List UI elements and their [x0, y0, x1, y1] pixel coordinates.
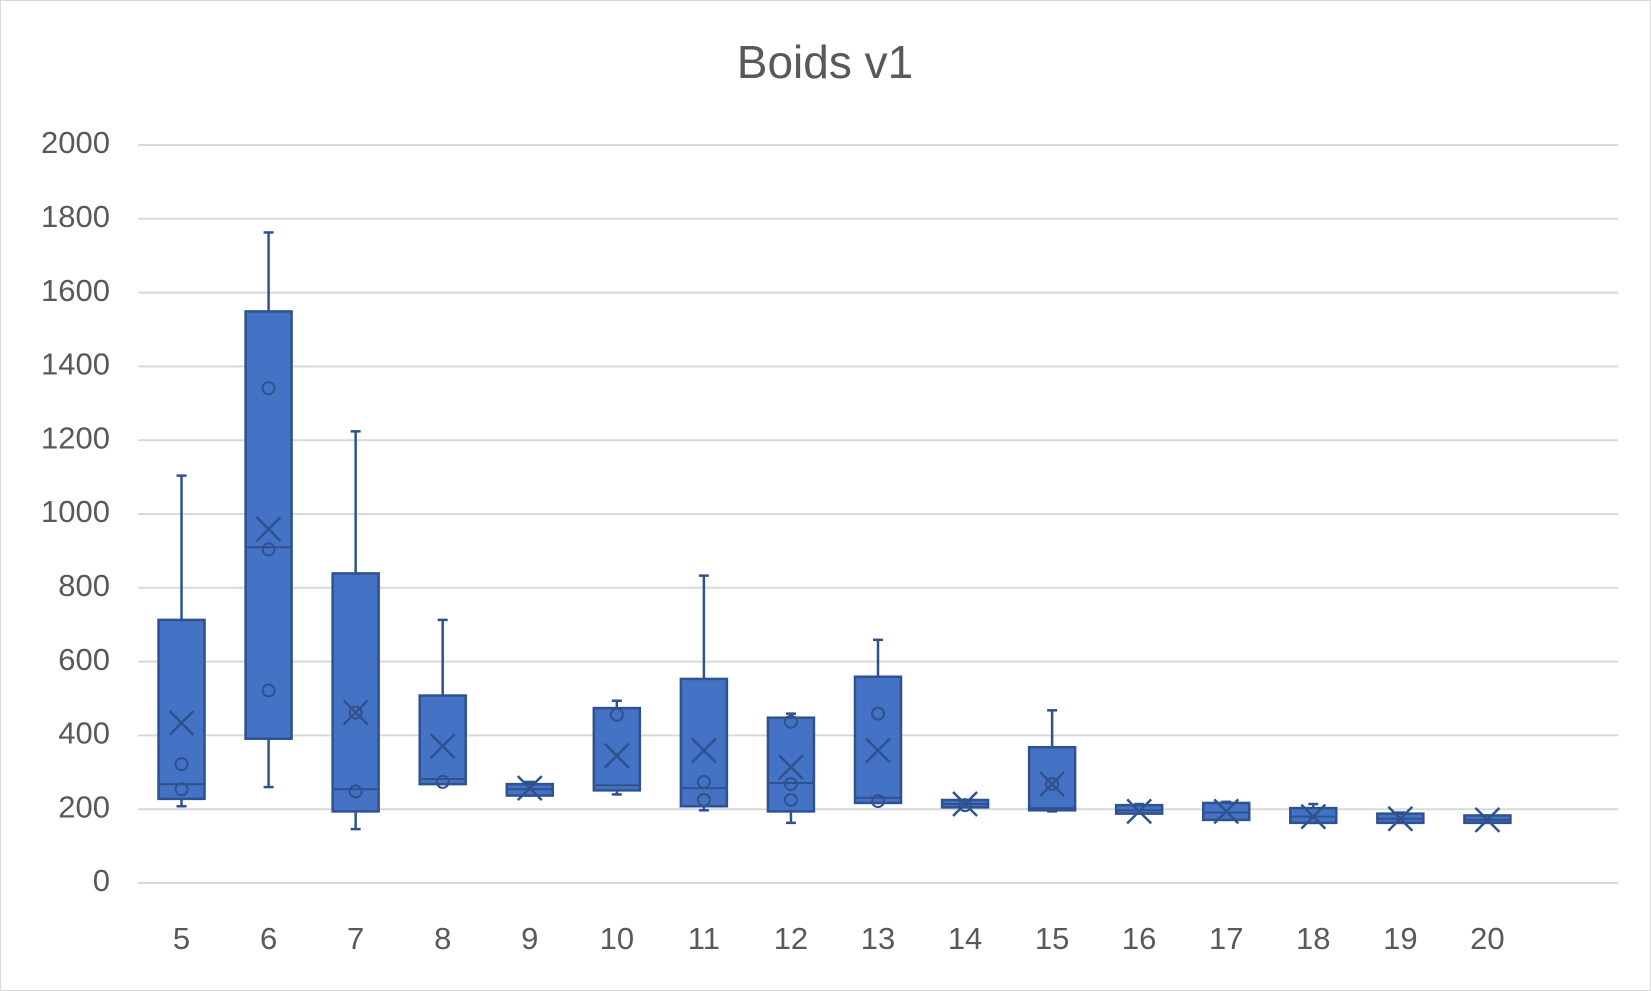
point [261, 542, 276, 557]
x-tick-label: 10 [600, 921, 634, 956]
y-tick-label: 1000 [41, 494, 110, 529]
mean-marker [865, 737, 891, 764]
point [348, 705, 363, 720]
mean-marker [429, 733, 456, 759]
point [783, 714, 798, 729]
box [331, 572, 380, 813]
y-tick-label: 2000 [41, 125, 110, 160]
x-tick-label: 19 [1383, 921, 1417, 956]
point [696, 792, 711, 807]
mean-marker [778, 754, 804, 781]
x-tick-label: 9 [521, 921, 538, 956]
y-tick-label: 1800 [41, 199, 110, 234]
point [174, 782, 189, 797]
box [1027, 745, 1077, 812]
point [871, 794, 885, 809]
point [261, 381, 276, 396]
mean-marker [168, 709, 195, 736]
box [853, 675, 903, 805]
y-tick-label: 200 [58, 789, 110, 824]
x-tick-label: 11 [688, 921, 720, 956]
box [679, 677, 729, 808]
point [261, 683, 276, 698]
x-tick-label: 16 [1122, 921, 1156, 956]
y-tick-label: 1600 [41, 273, 110, 308]
x-tick-label: 7 [347, 921, 364, 956]
mean-marker [952, 791, 978, 817]
x-tick-label: 17 [1209, 921, 1243, 956]
x-tick-label: 18 [1296, 921, 1330, 956]
box [244, 310, 293, 740]
mean-marker [1387, 805, 1414, 832]
mean-marker [690, 737, 717, 764]
y-tick-label: 0 [93, 863, 110, 898]
x-tick-label: 13 [861, 921, 895, 956]
point [958, 798, 973, 813]
mean-marker [1039, 771, 1066, 797]
x-tick-label: 12 [774, 921, 808, 956]
mean-marker [1126, 798, 1153, 825]
y-tick-label: 1200 [41, 420, 110, 455]
point [435, 774, 450, 789]
point [783, 792, 798, 807]
mean-marker [1213, 798, 1240, 825]
mean-marker [255, 516, 282, 543]
y-tick-label: 1400 [41, 347, 110, 382]
point [174, 757, 189, 772]
point [348, 784, 363, 799]
point [696, 774, 711, 789]
x-tick-label: 8 [434, 921, 451, 956]
point [783, 777, 798, 792]
point [1045, 777, 1060, 792]
box [592, 706, 642, 792]
point [609, 707, 624, 722]
x-tick-label: 15 [1035, 921, 1069, 956]
mean-marker [1300, 803, 1327, 830]
mean-marker [516, 775, 543, 802]
y-tick-label: 600 [58, 642, 110, 677]
x-tick-label: 20 [1470, 921, 1504, 956]
x-tick-label: 14 [948, 921, 982, 956]
mean-marker [342, 699, 369, 726]
mean-marker [603, 742, 630, 769]
mean-marker [1474, 807, 1501, 833]
box [766, 716, 816, 813]
box [157, 618, 206, 801]
chart-title: Boids v1 [737, 36, 913, 88]
y-tick-label: 400 [58, 716, 110, 751]
x-tick-label: 6 [260, 921, 277, 956]
y-tick-label: 800 [58, 568, 110, 603]
point [871, 706, 885, 721]
x-tick-label: 5 [173, 921, 190, 956]
box [418, 694, 467, 786]
